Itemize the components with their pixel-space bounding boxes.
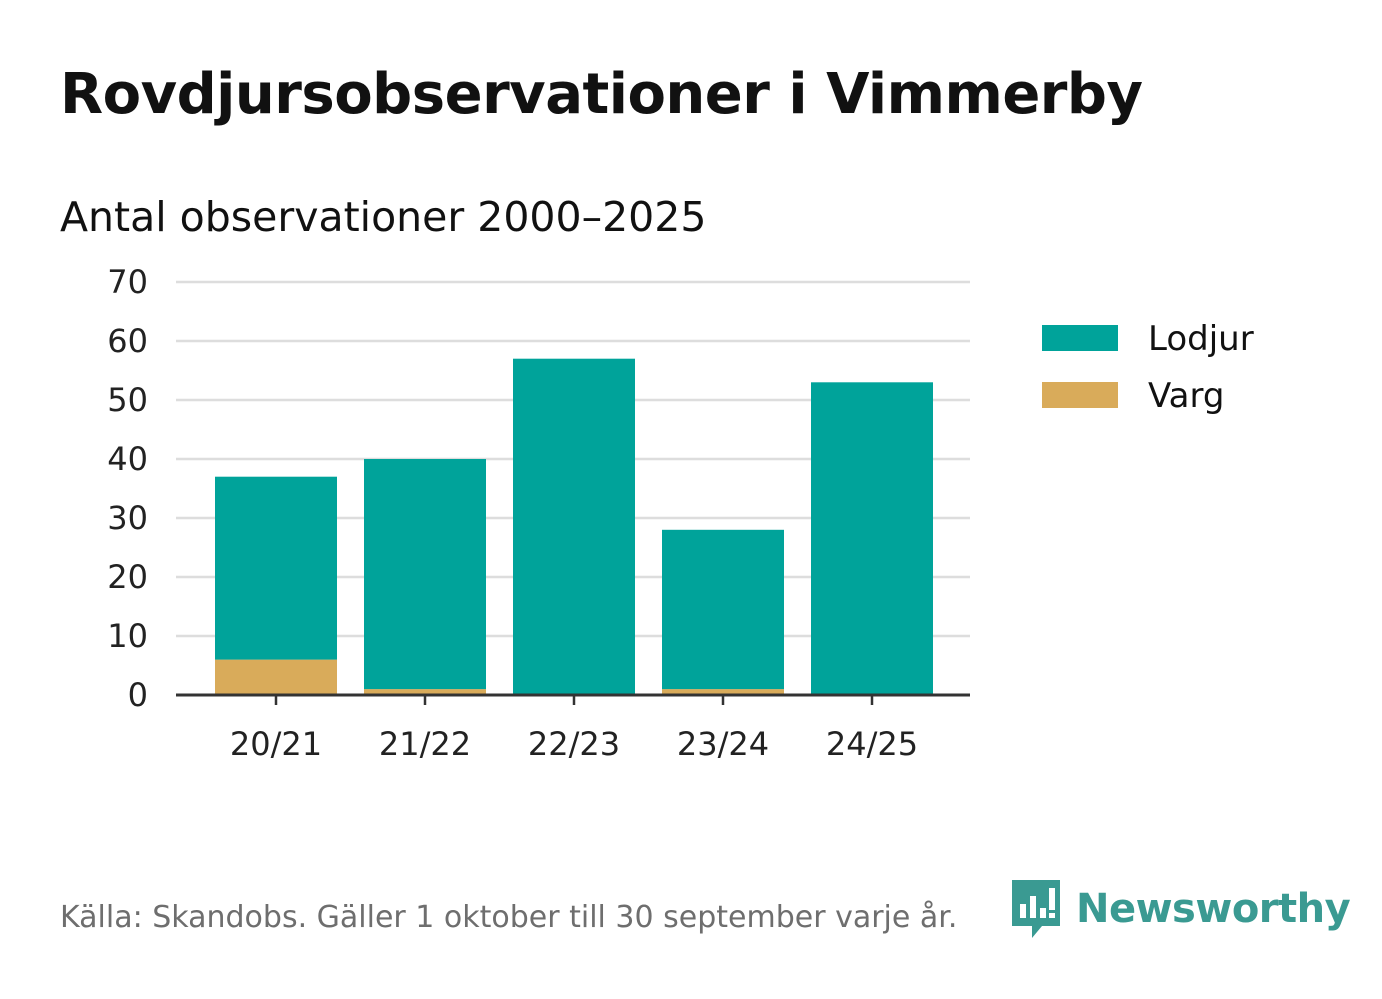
bars xyxy=(215,358,933,695)
bar-varg xyxy=(662,689,784,695)
bar-lodjur xyxy=(364,459,486,690)
y-tick-label: 30 xyxy=(107,499,148,537)
bar-lodjur xyxy=(513,358,635,695)
x-tick-label: 24/25 xyxy=(826,725,918,763)
x-tick-label: 21/22 xyxy=(379,725,471,763)
y-tick-label: 50 xyxy=(107,381,148,419)
y-tick-label: 10 xyxy=(107,617,148,655)
bar-lodjur xyxy=(662,529,784,690)
legend: Lodjur Varg xyxy=(1042,319,1254,416)
legend-swatch-varg xyxy=(1042,382,1118,408)
source-note: Källa: Skandobs. Gäller 1 oktober till 3… xyxy=(60,900,958,935)
axes: 0 10 20 30 40 50 60 70 20/21 21/22 22/23 23/24 24/25 xyxy=(107,263,970,763)
chart-subtitle: Antal observationer 2000–2025 xyxy=(60,193,707,241)
x-tick-label: 20/21 xyxy=(230,725,322,763)
legend-label-lodjur: Lodjur xyxy=(1148,319,1254,359)
bar-varg xyxy=(215,659,337,695)
legend-swatch-lodjur xyxy=(1042,325,1118,351)
y-tick-label: 0 xyxy=(128,676,148,714)
y-tick-label: 40 xyxy=(107,440,148,478)
brand-name: Newsworthy xyxy=(1076,886,1351,932)
y-tick-label: 20 xyxy=(107,558,148,596)
y-tick-label: 70 xyxy=(107,263,148,301)
chart-title: Rovdjursobservationer i Vimmerby xyxy=(60,62,1143,127)
legend-label-varg: Varg xyxy=(1148,376,1224,416)
newsworthy-logo: Newsworthy xyxy=(1010,878,1351,940)
newsworthy-logo-icon xyxy=(1012,880,1060,938)
x-tick-label: 22/23 xyxy=(528,725,620,763)
y-tick-label: 60 xyxy=(107,322,148,360)
bar-varg xyxy=(364,689,486,695)
bar-lodjur xyxy=(215,476,337,660)
x-tick-label: 23/24 xyxy=(677,725,769,763)
bar-lodjur xyxy=(811,382,933,695)
